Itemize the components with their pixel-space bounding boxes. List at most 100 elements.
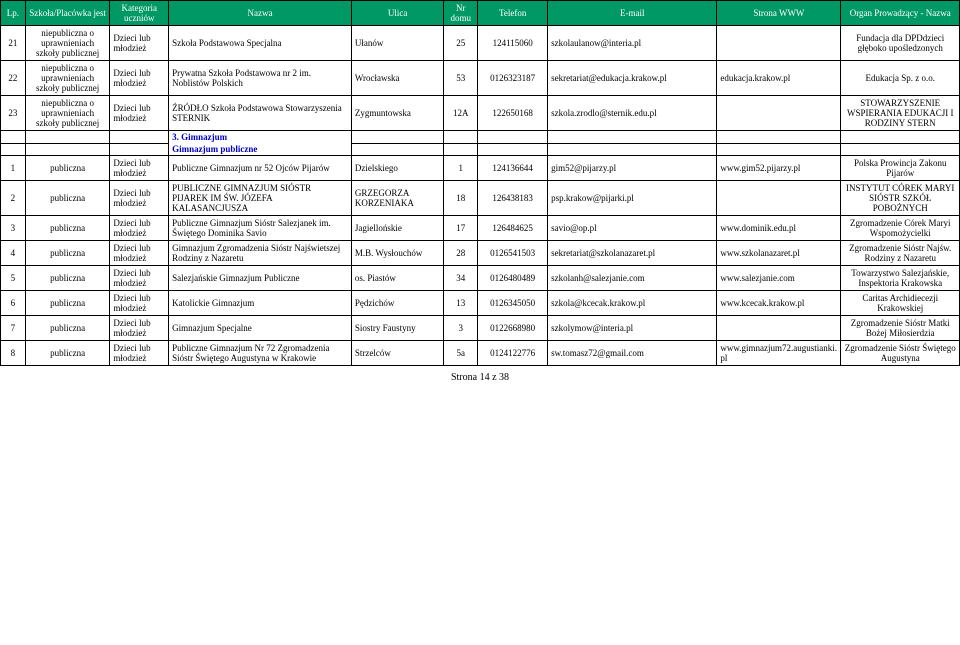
col-lp: Lp. bbox=[1, 1, 26, 26]
cell-organ: Zgromadzenie Sióstr Matki Bożej Miłosier… bbox=[841, 316, 960, 341]
cell-lp: 22 bbox=[1, 61, 26, 96]
cell-lp: 23 bbox=[1, 96, 26, 131]
cell-ulica: Dzielskiego bbox=[351, 156, 444, 181]
cell-organ: STOWARZYSZENIE WSPIERANIA EDUKACJI I ROD… bbox=[841, 96, 960, 131]
col-nr: Nr domu bbox=[444, 1, 478, 26]
cell-kat: Dzieci lub młodzież bbox=[110, 181, 169, 216]
cell-nazwa: Gimnazjum Zgromadzenia Sióstr Najświetsz… bbox=[169, 241, 352, 266]
cell-ulica: Zygmuntowska bbox=[351, 96, 444, 131]
section-empty bbox=[444, 131, 478, 144]
table-row: 23niepubliczna o uprawnieniach szkoły pu… bbox=[1, 96, 960, 131]
school-table: Lp. Szkoła/Placówka jest Kategoria uczni… bbox=[0, 0, 960, 366]
col-nazwa: Nazwa bbox=[169, 1, 352, 26]
cell-email: gim52@pijarzy.pl bbox=[548, 156, 717, 181]
section-empty bbox=[351, 143, 444, 156]
table-row: 8publicznaDzieci lub młodzieżPubliczne G… bbox=[1, 341, 960, 366]
cell-ulica: os. Piastów bbox=[351, 266, 444, 291]
section-empty bbox=[548, 143, 717, 156]
table-row: 7publicznaDzieci lub młodzieżGimnazjum S… bbox=[1, 316, 960, 341]
cell-organ: Fundacja dla DPDdzieci głęboko upośledzo… bbox=[841, 26, 960, 61]
cell-ulica: Wrocławska bbox=[351, 61, 444, 96]
cell-email: szkolymow@interia.pl bbox=[548, 316, 717, 341]
cell-email: psp.krakow@pijarki.pl bbox=[548, 181, 717, 216]
cell-nazwa: Publiczne Gimnazjum nr 52 Ojców Pijarów bbox=[169, 156, 352, 181]
section-empty bbox=[478, 143, 548, 156]
section-empty bbox=[548, 131, 717, 144]
cell-organ: Edukacja Sp. z o.o. bbox=[841, 61, 960, 96]
cell-ulica: Ułanów bbox=[351, 26, 444, 61]
cell-www: www.dominik.edu.pl bbox=[717, 216, 841, 241]
cell-ulica: Pędzichów bbox=[351, 291, 444, 316]
section-heading: 3. Gimnazjum bbox=[169, 131, 352, 144]
cell-lp: 6 bbox=[1, 291, 26, 316]
cell-lp: 4 bbox=[1, 241, 26, 266]
cell-szkola: publiczna bbox=[25, 291, 110, 316]
cell-lp: 3 bbox=[1, 216, 26, 241]
table-row: 3publicznaDzieci lub młodzieżPubliczne G… bbox=[1, 216, 960, 241]
cell-szkola: publiczna bbox=[25, 181, 110, 216]
cell-szkola: publiczna bbox=[25, 216, 110, 241]
section-empty bbox=[717, 143, 841, 156]
cell-kat: Dzieci lub młodzież bbox=[110, 216, 169, 241]
cell-nazwa: Szkoła Podstawowa Specjalna bbox=[169, 26, 352, 61]
cell-nr: 1 bbox=[444, 156, 478, 181]
section-empty bbox=[25, 131, 110, 144]
cell-nr: 5a bbox=[444, 341, 478, 366]
cell-nazwa: Salezjańskie Gimnazjum Publiczne bbox=[169, 266, 352, 291]
cell-lp: 8 bbox=[1, 341, 26, 366]
cell-email: szkola@kcecak.krakow.pl bbox=[548, 291, 717, 316]
cell-nr: 18 bbox=[444, 181, 478, 216]
cell-www bbox=[717, 316, 841, 341]
cell-tel: 0122668980 bbox=[478, 316, 548, 341]
table-row: 22niepubliczna o uprawnieniach szkoły pu… bbox=[1, 61, 960, 96]
cell-szkola: niepubliczna o uprawnieniach szkoły publ… bbox=[25, 96, 110, 131]
cell-www: edukacja.krakow.pl bbox=[717, 61, 841, 96]
col-szkola: Szkoła/Placówka jest bbox=[25, 1, 110, 26]
cell-email: szkola.zrodlo@sternik.edu.pl bbox=[548, 96, 717, 131]
cell-kat: Dzieci lub młodzież bbox=[110, 156, 169, 181]
cell-www bbox=[717, 181, 841, 216]
cell-lp: 2 bbox=[1, 181, 26, 216]
cell-organ: Zgromadzenie Sióstr Najśw. Rodziny z Naz… bbox=[841, 241, 960, 266]
cell-ulica: M.B. Wysłouchów bbox=[351, 241, 444, 266]
cell-kat: Dzieci lub młodzież bbox=[110, 96, 169, 131]
col-kategoria: Kategoria uczniów bbox=[110, 1, 169, 26]
table-row: 5publicznaDzieci lub młodzieżSalezjański… bbox=[1, 266, 960, 291]
cell-szkola: publiczna bbox=[25, 266, 110, 291]
cell-kat: Dzieci lub młodzież bbox=[110, 61, 169, 96]
cell-nr: 53 bbox=[444, 61, 478, 96]
cell-lp: 7 bbox=[1, 316, 26, 341]
cell-kat: Dzieci lub młodzież bbox=[110, 291, 169, 316]
cell-nazwa: Gimnazjum Specjalne bbox=[169, 316, 352, 341]
table-row: 21niepubliczna o uprawnieniach szkoły pu… bbox=[1, 26, 960, 61]
section-row: Gimnazjum publiczne bbox=[1, 143, 960, 156]
cell-nr: 13 bbox=[444, 291, 478, 316]
cell-tel: 0126345050 bbox=[478, 291, 548, 316]
cell-email: sekretariat@szkolanazaret.pl bbox=[548, 241, 717, 266]
cell-nazwa: ŹRÓDŁO Szkoła Podstawowa Stowarzyszenia … bbox=[169, 96, 352, 131]
cell-szkola: publiczna bbox=[25, 316, 110, 341]
cell-www: www.salezjanie.com bbox=[717, 266, 841, 291]
cell-nr: 17 bbox=[444, 216, 478, 241]
section-empty bbox=[351, 131, 444, 144]
cell-kat: Dzieci lub młodzież bbox=[110, 316, 169, 341]
cell-nr: 25 bbox=[444, 26, 478, 61]
col-email: E-mail bbox=[548, 1, 717, 26]
cell-tel: 124136644 bbox=[478, 156, 548, 181]
table-row: 6publicznaDzieci lub młodzieżKatolickie … bbox=[1, 291, 960, 316]
cell-szkola: publiczna bbox=[25, 341, 110, 366]
cell-tel: 0126480489 bbox=[478, 266, 548, 291]
cell-szkola: publiczna bbox=[25, 156, 110, 181]
table-row: 2publicznaDzieci lub młodzieżPUBLICZNE G… bbox=[1, 181, 960, 216]
cell-ulica: Jagiellońskie bbox=[351, 216, 444, 241]
cell-nr: 34 bbox=[444, 266, 478, 291]
cell-www: www.gimnazjum72.augustianki.pl bbox=[717, 341, 841, 366]
table-header-row: Lp. Szkoła/Placówka jest Kategoria uczni… bbox=[1, 1, 960, 26]
cell-kat: Dzieci lub młodzież bbox=[110, 26, 169, 61]
cell-organ: Towarzystwo Salezjańskie, Inspektoria Kr… bbox=[841, 266, 960, 291]
cell-nr: 28 bbox=[444, 241, 478, 266]
cell-lp: 1 bbox=[1, 156, 26, 181]
page-footer: Strona 14 z 38 bbox=[0, 372, 960, 383]
col-organ: Organ Prowadzący - Nazwa bbox=[841, 1, 960, 26]
cell-nr: 3 bbox=[444, 316, 478, 341]
